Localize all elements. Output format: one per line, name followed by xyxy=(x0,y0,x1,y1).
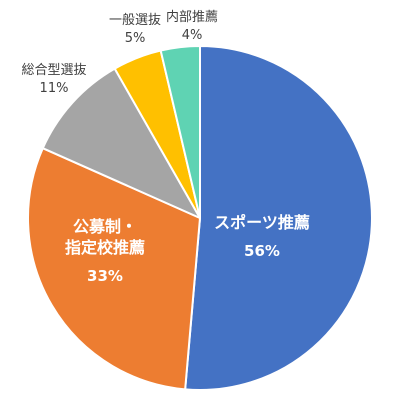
pie-slice-4 xyxy=(159,45,201,219)
slice-label-group-1: 公募制・指定校推薦 33% xyxy=(65,217,145,285)
labels-layer: スポーツ推薦 56% 公募制・指定校推薦 33% 総合型選抜 11% 一般選抜 5% 内部推薦 4… xyxy=(21,9,309,285)
pie-slice-1 xyxy=(27,147,201,391)
slice-label-1-line-1: 指定校推薦 xyxy=(65,238,145,257)
slice-value-3: 5% xyxy=(125,31,146,46)
slice-label-group-4: 内部推薦 4% xyxy=(166,9,218,43)
pie-slice-2 xyxy=(41,67,201,219)
slices-layer xyxy=(27,45,373,391)
slice-label-group-0: スポーツ推薦 56% xyxy=(214,213,310,260)
slice-label-3-line-0: 一般選抜 xyxy=(109,12,161,28)
slice-label-4-line-0: 内部推薦 xyxy=(166,9,218,25)
slice-value-4: 4% xyxy=(182,28,203,43)
slice-label-group-3: 一般選抜 5% xyxy=(109,12,161,46)
slice-value-2: 11% xyxy=(40,81,69,96)
slice-label-2-line-0: 総合型選抜 xyxy=(21,62,86,78)
slice-label-group-2: 総合型選抜 11% xyxy=(21,62,86,96)
slice-label-0-line-0: スポーツ推薦 xyxy=(214,213,310,232)
slice-value-0: 56% xyxy=(244,242,280,260)
slice-label-1-line-0: 公募制・ xyxy=(73,217,137,236)
slice-value-1: 33% xyxy=(87,267,123,285)
pie-slice-0 xyxy=(184,45,373,391)
